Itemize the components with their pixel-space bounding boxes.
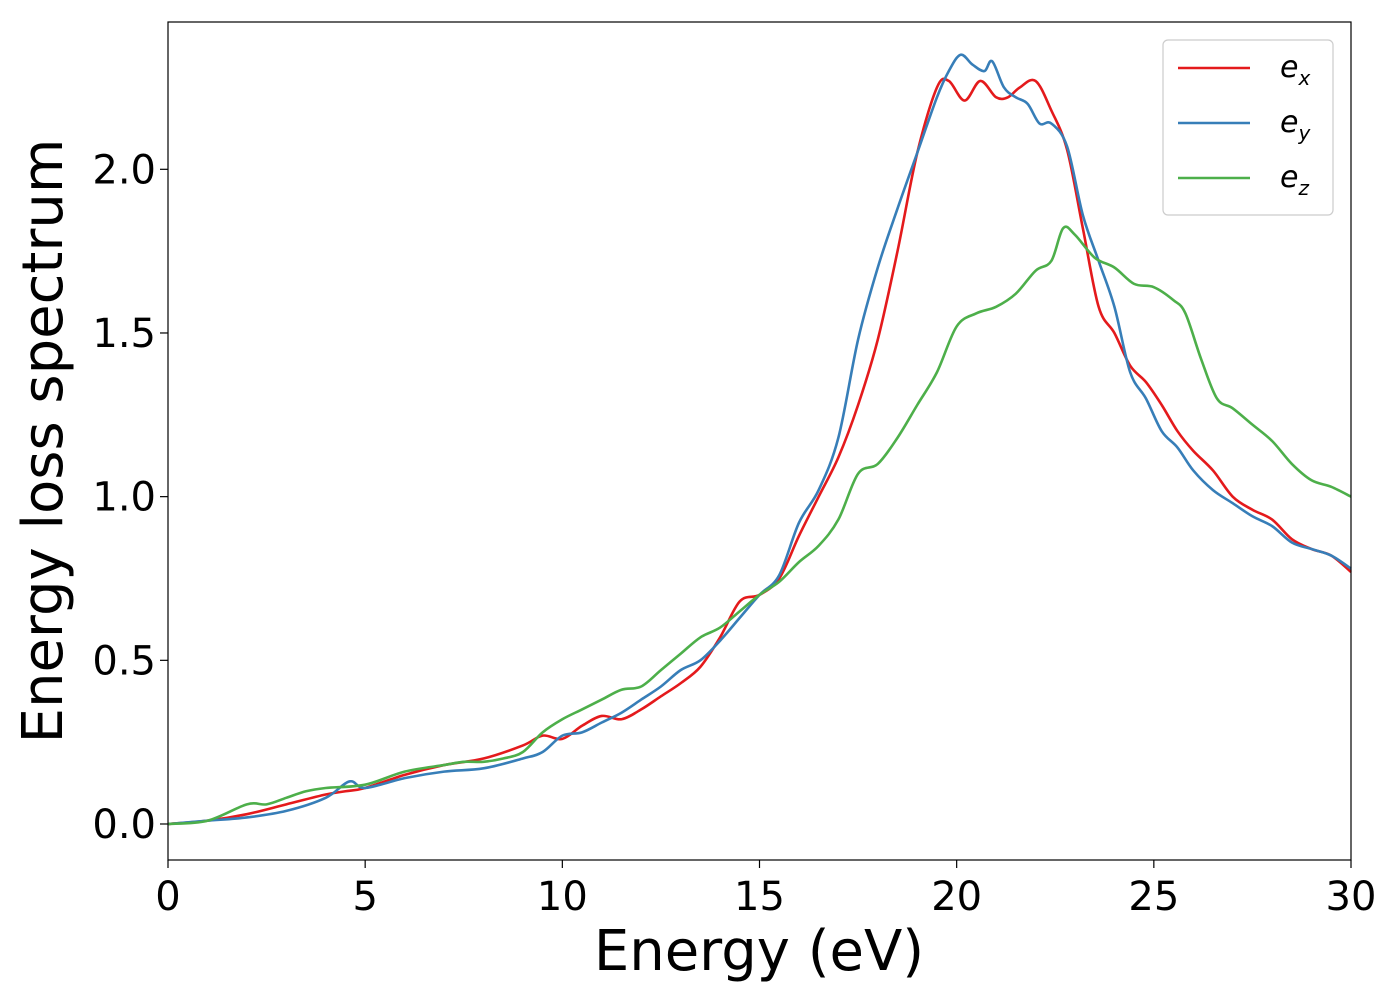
- x-tick-label: 10: [537, 874, 588, 920]
- y-tick-label: 0.0: [92, 802, 156, 848]
- series-line-x: [167, 77, 1352, 826]
- legend-label-subscript: z: [1297, 176, 1309, 200]
- series-lines: [167, 53, 1352, 826]
- y-tick-label: 2.0: [92, 147, 156, 193]
- y-tick-label: 1.5: [92, 311, 156, 357]
- x-axis-ticks: 0 5 10 15 20 25 30: [155, 860, 1376, 920]
- legend-box: [1162, 39, 1334, 216]
- x-tick-label: 25: [1128, 874, 1179, 920]
- y-axis-title: Energy loss spectrum: [11, 139, 76, 744]
- plot-background: [168, 22, 1351, 860]
- legend-label-subscript: y: [1297, 121, 1311, 145]
- x-tick-label: 5: [352, 874, 377, 920]
- x-tick-label: 15: [734, 874, 785, 920]
- x-tick-label: 0: [155, 874, 180, 920]
- legend-label-subscript: x: [1297, 66, 1310, 90]
- x-tick-label: 30: [1326, 874, 1377, 920]
- y-axis-ticks: 0.0 0.5 1.0 1.5 2.0: [92, 147, 168, 848]
- x-tick-label: 20: [931, 874, 982, 920]
- y-tick-label: 1.0: [92, 475, 156, 521]
- x-axis-title: Energy (eV): [594, 919, 924, 984]
- series-line-z: [167, 225, 1352, 826]
- series-line-y: [167, 53, 1352, 826]
- y-tick-label: 0.5: [92, 638, 156, 684]
